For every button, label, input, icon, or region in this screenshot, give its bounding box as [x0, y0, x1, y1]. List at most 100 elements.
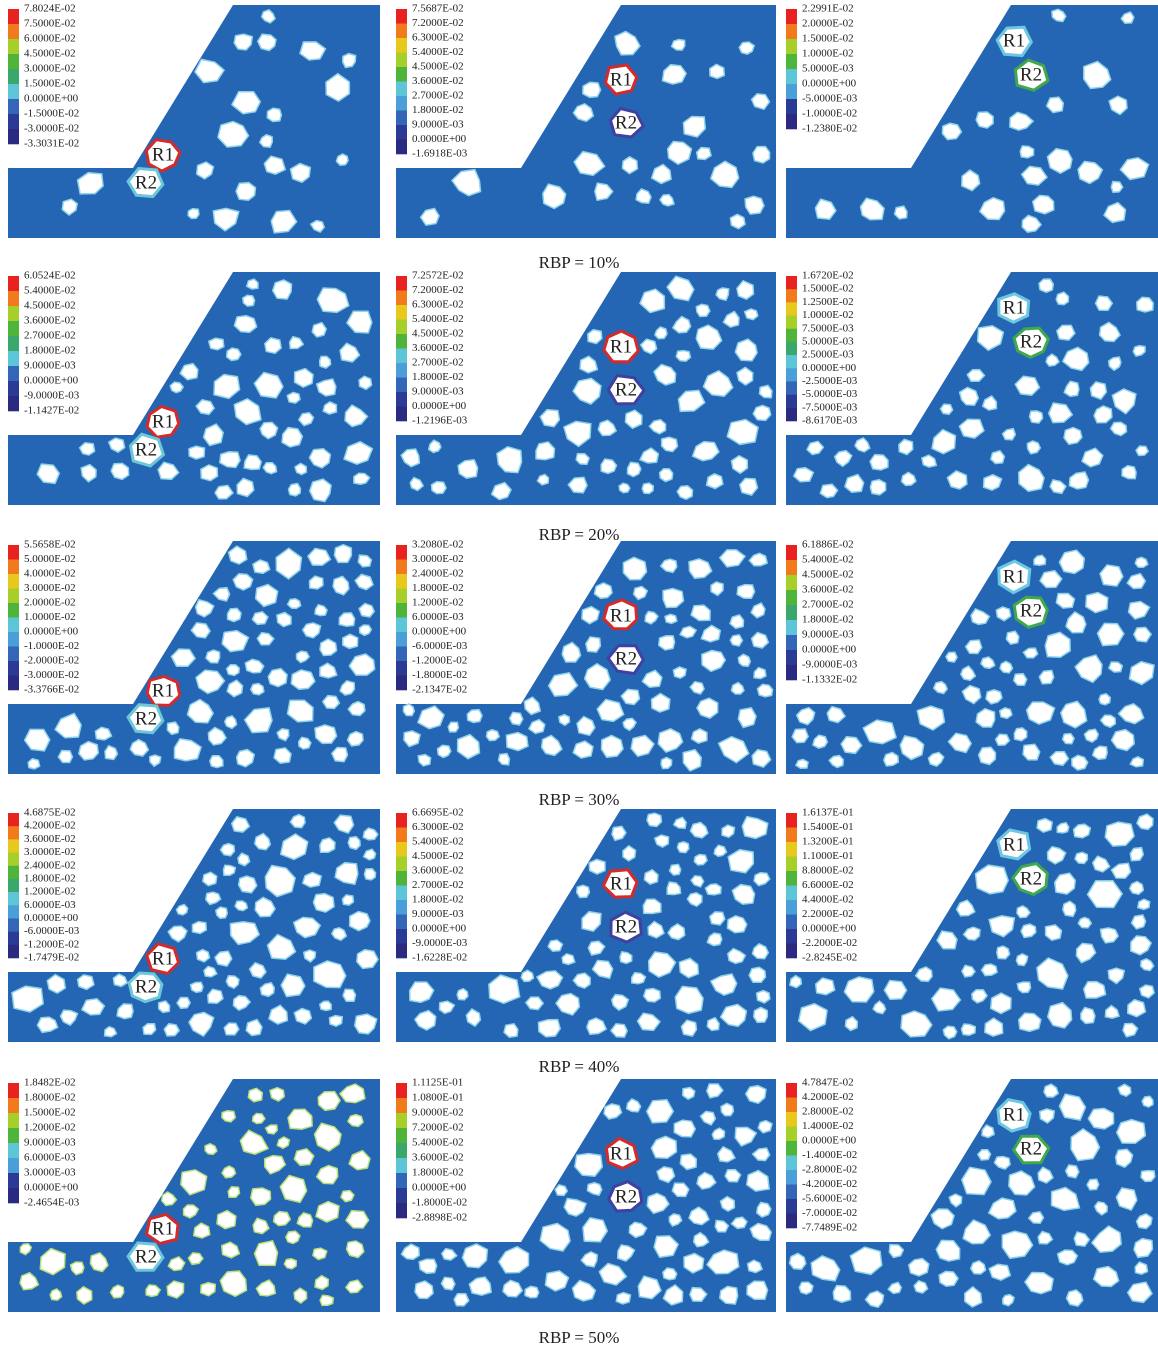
rock-block: [1111, 182, 1123, 193]
legend-swatch: [786, 302, 797, 315]
rock-block: [251, 1188, 271, 1205]
legend-label: 1.8000E-02: [24, 872, 76, 884]
rock-block: [710, 64, 725, 78]
rock-block: [364, 869, 375, 880]
legend-label: -1.2196E-03: [412, 415, 468, 427]
legend-label: 4.5000E-02: [412, 328, 464, 340]
rock-block: [730, 214, 745, 228]
rock-block: [1020, 146, 1033, 158]
rock-block: [979, 747, 996, 764]
legend-swatch: [396, 1203, 407, 1218]
panel: R1R21.1125E-011.0800E-019.0000E-027.2000…: [396, 1077, 776, 1312]
legend-swatch: [8, 589, 19, 604]
rock-block: [1058, 1250, 1078, 1265]
legend-swatch: [786, 900, 797, 915]
rock-block: [1000, 661, 1013, 673]
rock-block: [895, 206, 907, 219]
rock-block: [697, 148, 711, 160]
legend-swatch: [8, 661, 19, 676]
rock-block: [419, 1259, 437, 1273]
legend-swatch: [786, 289, 797, 302]
rock-block: [266, 1125, 278, 1134]
legend-label: 5.4000E-02: [412, 46, 464, 58]
legend-label: 3.6000E-02: [412, 342, 464, 354]
legend-label: 1.8000E-02: [24, 345, 76, 357]
rock-block: [288, 1109, 312, 1129]
legend-swatch: [786, 316, 797, 329]
rock-block: [982, 964, 998, 976]
legend-swatch: [8, 545, 19, 560]
legend-label: 1.6137E-01: [802, 807, 854, 819]
rock-block: [1087, 1179, 1099, 1190]
legend-label: -1.1427E-02: [24, 405, 79, 417]
legend-label: 7.2000E-02: [412, 1122, 464, 1134]
rock-block: [753, 405, 771, 420]
panel: R1R21.8482E-021.8000E-021.5000E-021.2000…: [8, 1077, 380, 1312]
rock-block: [1019, 1013, 1041, 1031]
block-label: R1: [610, 336, 632, 357]
legend-label: 1.2000E-02: [412, 597, 464, 609]
legend-label: -8.6170E-03: [802, 415, 858, 427]
legend-swatch: [396, 857, 407, 872]
rock-block: [487, 730, 500, 741]
legend-label: -2.4654E-03: [24, 1197, 80, 1209]
legend-label: 1.1000E-01: [802, 850, 854, 862]
legend-swatch: [8, 69, 19, 84]
legend-label: -1.8000E-02: [412, 669, 467, 681]
rock-block: [221, 844, 235, 856]
legend-swatch: [396, 305, 407, 320]
rock-block: [28, 759, 40, 769]
legend-label: 5.4000E-02: [24, 285, 76, 297]
legend-swatch: [8, 918, 19, 931]
block-label: R1: [1003, 297, 1025, 318]
legend-label: 7.5000E-02: [24, 18, 76, 30]
legend-swatch: [786, 929, 797, 944]
rock-block: [665, 614, 677, 623]
legend-swatch: [396, 1128, 407, 1143]
legend-swatch: [8, 574, 19, 589]
rock-block: [796, 759, 808, 768]
legend-label: 7.2572E-02: [412, 270, 464, 282]
rock-block: [583, 82, 601, 97]
legend-label: 5.4000E-02: [412, 836, 464, 848]
legend-label: 9.0000E-03: [412, 119, 464, 131]
legend-label: 3.0000E-03: [24, 1167, 76, 1179]
rock-block: [792, 729, 808, 743]
legend-swatch: [786, 1098, 797, 1113]
block-label: R1: [610, 605, 632, 626]
legend-label: 9.0000E-03: [24, 360, 76, 372]
rock-block: [758, 1121, 772, 1133]
legend-swatch: [8, 853, 19, 866]
legend-label: 3.6000E-02: [412, 75, 464, 87]
legend-swatch: [786, 605, 797, 620]
legend-label: -1.2000E-02: [24, 938, 79, 950]
panel: R1R25.5658E-025.0000E-024.0000E-023.0000…: [8, 539, 380, 774]
rock-block: [1135, 1262, 1147, 1274]
legend-swatch: [396, 96, 407, 111]
legend-label: 0.0000E+00: [412, 1182, 467, 1194]
legend-label: 1.8482E-02: [24, 1077, 76, 1089]
legend-label: 2.8000E-02: [802, 1106, 854, 1118]
legend-label: -1.1332E-02: [802, 674, 857, 686]
rock-block: [159, 1001, 170, 1012]
rock-block: [976, 112, 993, 128]
legend-swatch: [8, 291, 19, 306]
legend-swatch: [396, 24, 407, 39]
legend-label: -9.0000E-03: [802, 659, 858, 671]
legend-swatch: [396, 813, 407, 828]
rock-block: [1141, 1171, 1155, 1182]
rock-block: [760, 385, 773, 397]
legend-swatch: [396, 661, 407, 676]
legend-label: 6.0000E-02: [24, 33, 76, 45]
rock-block: [457, 989, 468, 1000]
legend-swatch: [396, 392, 407, 407]
rock-block: [281, 974, 305, 997]
rock-block: [287, 392, 300, 403]
rock-block: [222, 1111, 235, 1122]
legend-swatch: [396, 53, 407, 68]
legend-label: 9.0000E-03: [412, 908, 464, 920]
legend-swatch: [396, 560, 407, 575]
legend-label: 7.8024E-02: [24, 3, 76, 15]
legend-label: 6.1886E-02: [802, 539, 854, 551]
block-label: R2: [135, 439, 157, 460]
